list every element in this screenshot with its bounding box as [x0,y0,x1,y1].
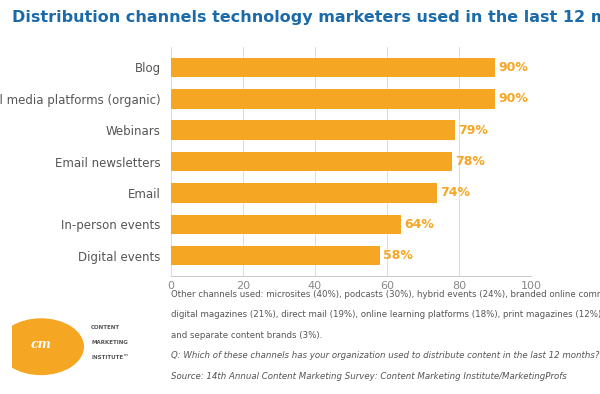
Text: and separate content brands (3%).: and separate content brands (3%). [171,331,322,340]
Text: Q: Which of these channels has your organization used to distribute content in t: Q: Which of these channels has your orga… [171,351,600,360]
Text: INSTITUTE™: INSTITUTE™ [91,355,129,360]
Circle shape [0,319,83,374]
Bar [171,246,380,266]
Text: CONTENT: CONTENT [91,325,121,330]
Text: Other channels used: microsites (40%), podcasts (30%), hybrid events (24%), bran: Other channels used: microsites (40%), p… [171,290,600,299]
Text: 78%: 78% [455,155,485,168]
Text: 90%: 90% [498,61,528,74]
Text: 90%: 90% [498,92,528,105]
Text: 79%: 79% [458,124,488,137]
Bar [171,183,437,203]
Bar [171,152,452,171]
Text: 58%: 58% [383,249,413,262]
Text: MARKETING: MARKETING [91,340,128,345]
Text: 74%: 74% [440,186,470,199]
Bar [171,121,455,140]
Text: Source: 14th Annual Content Marketing Survey: Content Marketing Institute/Market: Source: 14th Annual Content Marketing Su… [171,372,567,381]
Bar [171,215,401,234]
Bar [171,58,495,77]
Text: Distribution channels technology marketers used in the last 12 months: Distribution channels technology markete… [12,10,600,25]
Bar [171,89,495,108]
Text: digital magazines (21%), direct mail (19%), online learning platforms (18%), pri: digital magazines (21%), direct mail (19… [171,310,600,319]
Text: 64%: 64% [404,218,434,231]
Text: cm: cm [31,338,52,351]
